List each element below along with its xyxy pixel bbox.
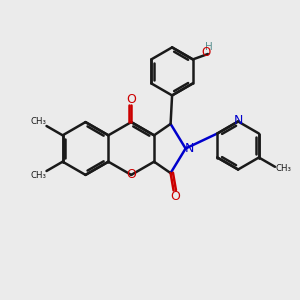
Text: CH₃: CH₃ <box>31 117 47 126</box>
Text: CH₃: CH₃ <box>275 164 291 173</box>
Text: H: H <box>205 42 212 52</box>
Text: O: O <box>202 46 211 59</box>
Text: O: O <box>126 168 136 182</box>
Text: N: N <box>184 142 194 155</box>
Text: N: N <box>233 113 243 127</box>
Text: CH₃: CH₃ <box>31 171 47 180</box>
Text: O: O <box>170 190 180 203</box>
Text: O: O <box>126 93 136 106</box>
